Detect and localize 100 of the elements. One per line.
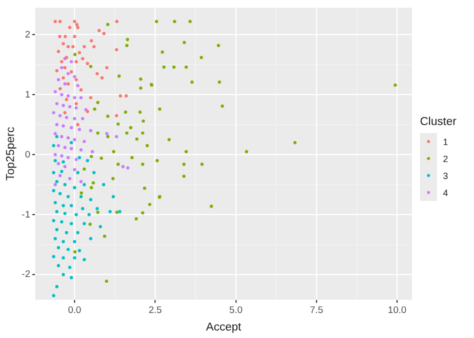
point — [62, 124, 65, 128]
legend-title: Cluster — [420, 116, 456, 128]
point — [55, 123, 58, 126]
point — [62, 104, 65, 108]
point — [56, 144, 60, 148]
point — [68, 266, 72, 270]
point — [74, 78, 78, 82]
legend-label: 2 — [443, 154, 448, 164]
point — [82, 222, 86, 226]
point — [64, 116, 68, 120]
point — [58, 174, 62, 178]
legend-label: 3 — [443, 170, 448, 180]
point — [74, 60, 78, 64]
point — [102, 183, 106, 186]
point — [68, 177, 72, 180]
point — [86, 159, 90, 162]
point — [56, 264, 60, 268]
point — [74, 213, 78, 216]
point — [64, 98, 68, 102]
legend-label: 1 — [443, 136, 448, 146]
y-axis-title: Top25perc — [5, 126, 18, 181]
point — [52, 189, 56, 192]
point — [115, 20, 118, 24]
point — [79, 148, 83, 152]
point — [121, 165, 125, 168]
point — [73, 34, 76, 38]
point — [58, 87, 62, 90]
point — [89, 96, 92, 100]
point — [55, 180, 58, 184]
point — [81, 117, 84, 120]
point — [62, 240, 65, 244]
point — [70, 222, 73, 226]
point — [105, 132, 108, 136]
point — [73, 96, 76, 100]
point — [114, 135, 118, 138]
point — [89, 198, 92, 202]
point — [62, 273, 65, 276]
point — [92, 45, 96, 48]
point — [70, 147, 73, 150]
point — [66, 82, 70, 86]
point — [60, 93, 64, 96]
point — [82, 140, 86, 144]
point — [60, 170, 64, 174]
point — [60, 135, 64, 138]
point — [79, 88, 83, 92]
point — [70, 60, 73, 64]
point — [56, 78, 60, 82]
point — [90, 39, 93, 42]
point — [62, 204, 65, 208]
point — [124, 94, 128, 98]
point — [114, 114, 118, 118]
point — [58, 192, 62, 196]
point — [66, 45, 70, 48]
point — [54, 153, 57, 156]
point — [90, 150, 94, 154]
point — [52, 219, 56, 222]
point — [60, 154, 64, 158]
point — [82, 258, 86, 262]
point — [126, 166, 130, 170]
point — [56, 50, 60, 54]
point — [63, 165, 67, 168]
point — [89, 129, 92, 132]
point — [68, 26, 72, 30]
point — [52, 294, 56, 298]
point — [64, 231, 68, 234]
point — [54, 183, 57, 186]
x-tick-label: 7.5 — [310, 305, 324, 316]
point — [98, 28, 101, 32]
point — [63, 82, 67, 86]
point — [73, 75, 76, 78]
point — [64, 34, 67, 38]
point — [71, 45, 75, 48]
point — [66, 156, 70, 160]
point — [55, 69, 58, 72]
point — [79, 195, 83, 198]
point — [73, 138, 76, 142]
point — [62, 160, 65, 164]
point — [56, 162, 60, 166]
point — [66, 195, 70, 198]
point — [55, 135, 58, 138]
point — [58, 20, 62, 24]
point — [76, 84, 80, 88]
point — [54, 20, 57, 24]
x-tick-label: 10.0 — [388, 305, 406, 316]
point — [92, 171, 96, 174]
point — [62, 256, 65, 260]
point — [76, 26, 80, 30]
point — [73, 240, 76, 244]
point — [63, 66, 67, 70]
point — [52, 171, 56, 174]
point — [62, 42, 65, 46]
point — [79, 180, 83, 184]
point — [74, 106, 78, 110]
x-tick-label: 5.0 — [229, 305, 242, 316]
point — [70, 204, 73, 208]
point — [78, 51, 82, 54]
point — [74, 158, 78, 162]
point — [52, 255, 56, 258]
point — [54, 159, 57, 162]
point — [82, 183, 86, 186]
